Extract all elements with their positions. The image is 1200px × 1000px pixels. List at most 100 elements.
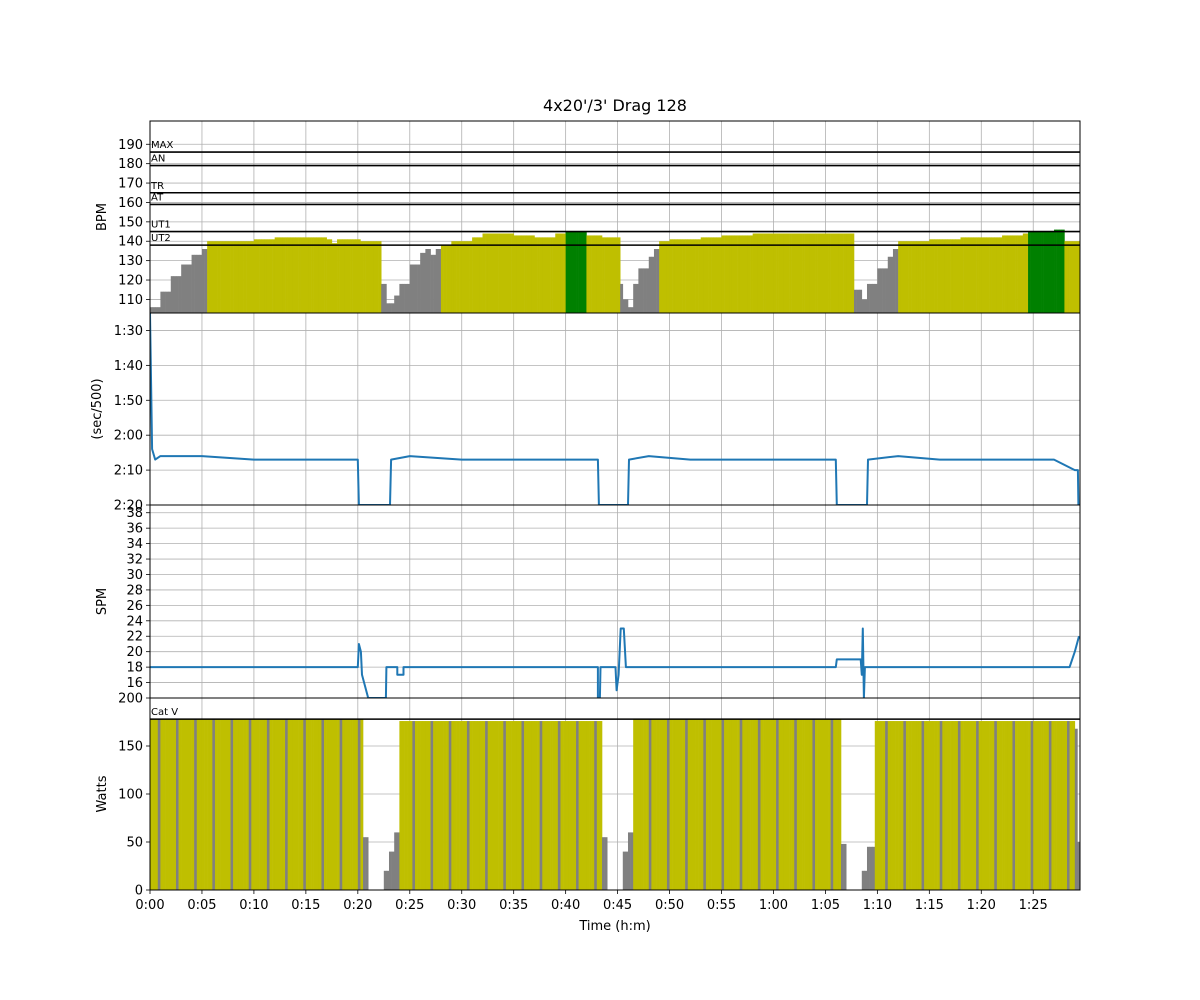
bar	[183, 719, 187, 890]
bar	[217, 719, 221, 890]
bar	[685, 719, 689, 890]
bar	[570, 231, 574, 313]
bar	[363, 837, 366, 890]
bar	[196, 719, 200, 890]
bar	[565, 231, 569, 313]
bar	[401, 721, 405, 890]
bar	[191, 719, 195, 890]
y-tick-label: 120	[118, 274, 143, 289]
bar	[711, 237, 715, 313]
bar	[724, 235, 728, 313]
x-tick-label: 1:10	[863, 898, 892, 913]
bar	[391, 851, 395, 890]
bar	[1056, 229, 1060, 313]
bar	[401, 283, 405, 313]
bar	[451, 721, 455, 890]
bar	[934, 721, 938, 890]
bar	[422, 721, 426, 890]
bar	[1004, 235, 1008, 313]
bar	[685, 239, 689, 313]
bar	[518, 721, 522, 890]
bar	[287, 237, 291, 313]
bar	[965, 237, 969, 313]
bar	[960, 237, 964, 313]
bar	[466, 241, 470, 313]
bar	[633, 719, 637, 890]
bar	[477, 721, 481, 890]
bar	[939, 721, 943, 890]
bar	[446, 245, 450, 313]
bar	[355, 239, 359, 313]
bar	[882, 721, 886, 890]
bar	[425, 721, 429, 890]
bar	[1002, 235, 1005, 313]
bar	[1067, 721, 1070, 890]
bar	[695, 719, 699, 890]
bar	[394, 832, 398, 890]
bar	[537, 237, 540, 313]
bar	[591, 235, 595, 313]
bar	[350, 719, 353, 890]
bar	[596, 721, 600, 890]
series-power	[150, 719, 1080, 890]
bar	[828, 233, 831, 313]
bar	[243, 719, 247, 890]
bar	[194, 254, 198, 313]
bar	[334, 243, 338, 313]
bar	[1035, 721, 1039, 890]
bar	[516, 235, 520, 313]
bar	[365, 837, 369, 890]
bar	[557, 233, 561, 313]
y-tick-label: 150	[118, 740, 143, 755]
series-hr	[150, 229, 1080, 313]
bar	[1041, 231, 1044, 313]
bar	[776, 719, 779, 890]
bar	[731, 235, 735, 313]
bar	[885, 268, 889, 313]
bar	[282, 719, 286, 890]
bar	[438, 249, 442, 313]
bar	[490, 721, 494, 890]
bar	[908, 241, 912, 313]
bar	[1072, 721, 1076, 890]
bar	[422, 252, 426, 313]
bar	[833, 719, 837, 890]
bar	[718, 719, 722, 890]
bar	[783, 233, 787, 313]
bar	[1054, 721, 1057, 890]
bar	[233, 241, 237, 313]
bar	[259, 719, 263, 890]
bar	[799, 233, 803, 313]
bar	[178, 719, 182, 890]
bar	[214, 719, 218, 890]
bar	[822, 719, 826, 890]
bar	[807, 233, 811, 313]
bar	[170, 276, 174, 313]
bar	[815, 719, 818, 890]
bar	[412, 264, 416, 313]
bar	[950, 721, 954, 890]
bar	[264, 719, 268, 890]
bar	[162, 291, 166, 313]
bar	[461, 241, 465, 313]
bar	[713, 237, 717, 313]
bar	[443, 721, 447, 890]
bar	[861, 870, 865, 890]
bar	[853, 289, 857, 313]
bar	[789, 719, 792, 890]
bar	[838, 719, 842, 890]
bar	[737, 235, 740, 313]
bar	[838, 233, 842, 313]
bar	[999, 721, 1003, 890]
bar	[277, 719, 281, 890]
bar	[599, 721, 603, 890]
bar	[233, 719, 237, 890]
y-tick-label: 50	[126, 836, 143, 851]
bar	[724, 719, 728, 890]
y-tick-label: 190	[118, 138, 143, 153]
bar	[531, 721, 535, 890]
bar	[604, 237, 608, 313]
bar	[1064, 721, 1068, 890]
bar	[300, 237, 304, 313]
